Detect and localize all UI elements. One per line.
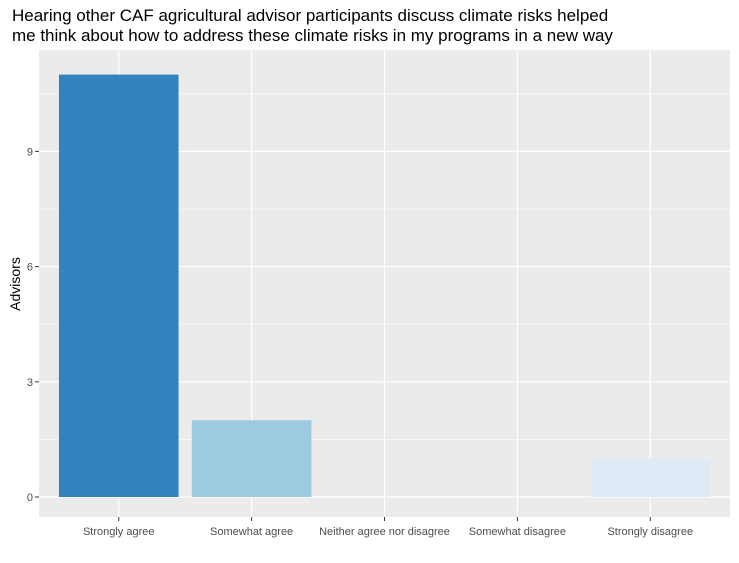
y-tick-label: 9 bbox=[27, 146, 33, 158]
y-tick-label: 3 bbox=[27, 377, 33, 389]
bar bbox=[58, 74, 179, 497]
chart-title-line-1: Hearing other CAF agricultural advisor p… bbox=[12, 6, 609, 25]
x-tick-label: Somewhat agree bbox=[210, 526, 293, 538]
bar bbox=[191, 420, 312, 497]
chart-title: Hearing other CAF agricultural advisor p… bbox=[12, 6, 727, 46]
x-tick-label: Strongly disagree bbox=[607, 526, 693, 538]
y-tick-label: 6 bbox=[27, 262, 33, 274]
y-tick-label: 0 bbox=[27, 492, 33, 504]
y-axis-title: Advisors bbox=[7, 257, 23, 311]
chart-title-line-2: me think about how to address these clim… bbox=[12, 26, 613, 45]
x-tick-label: Strongly agree bbox=[83, 526, 155, 538]
bars bbox=[58, 74, 711, 497]
axes: 0 3 6 9 Strongly agree Somewhat agree Neither … bbox=[27, 146, 693, 538]
bar bbox=[590, 458, 711, 497]
x-tick-label: Neither agree nor disagree bbox=[319, 526, 450, 538]
x-tick-label: Somewhat disagree bbox=[469, 526, 566, 538]
